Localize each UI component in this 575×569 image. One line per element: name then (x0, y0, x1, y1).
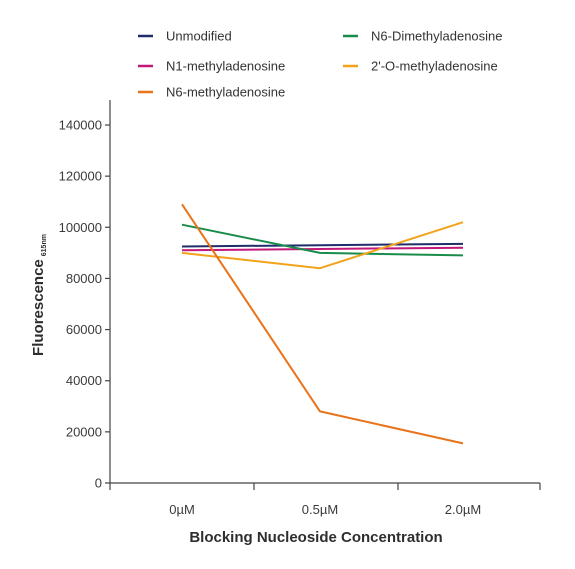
legend-item: N1-methyladenosine (138, 59, 285, 74)
legend-item: Unmodified (138, 29, 232, 44)
series-line-2-o-methyladenosine (181, 221, 464, 270)
series-line-n6-methyladenosine (181, 203, 464, 445)
y-axis: 0 20000 40000 60000 80000 100000 120000 140000 (59, 100, 111, 491)
series-line-n1-methyladenosine (181, 246, 464, 252)
y-tick-label: 60000 (66, 322, 102, 337)
x-axis-title: Blocking Nucleoside Concentration (189, 529, 442, 546)
y-tick-label: 140000 (59, 118, 102, 133)
series-layer (181, 203, 464, 445)
legend-label: N6-methyladenosine (166, 85, 285, 100)
legend: Unmodified N6-Dimethyladenosine N1-methyla… (138, 29, 503, 100)
x-tick-label: 2.0µM (445, 502, 481, 517)
legend-item: 2'-O-methyladenosine (343, 59, 498, 74)
y-tick-label: 20000 (66, 424, 102, 439)
y-axis-title: Fluorescence615nm (30, 234, 48, 356)
x-tick-label: 0.5µM (302, 502, 338, 517)
y-tick-label: 100000 (59, 220, 102, 235)
legend-item: N6-Dimethyladenosine (343, 29, 503, 44)
legend-label: N1-methyladenosine (166, 59, 285, 74)
x-axis: 0µM 0.5µM 2.0µM (109, 482, 541, 517)
y-tick-label: 80000 (66, 271, 102, 286)
legend-label: N6-Dimethyladenosine (371, 29, 503, 44)
y-tick-label: 40000 (66, 373, 102, 388)
y-tick-label: 120000 (59, 169, 102, 184)
x-tick-label: 0µM (169, 502, 195, 517)
series-line-n6-dimethyladenosine (181, 223, 464, 257)
series-line-unmodified (181, 242, 464, 248)
y-tick-label: 0 (95, 476, 102, 491)
legend-label: Unmodified (166, 29, 232, 44)
legend-item: N6-methyladenosine (138, 85, 285, 100)
legend-label: 2'-O-methyladenosine (371, 59, 498, 74)
